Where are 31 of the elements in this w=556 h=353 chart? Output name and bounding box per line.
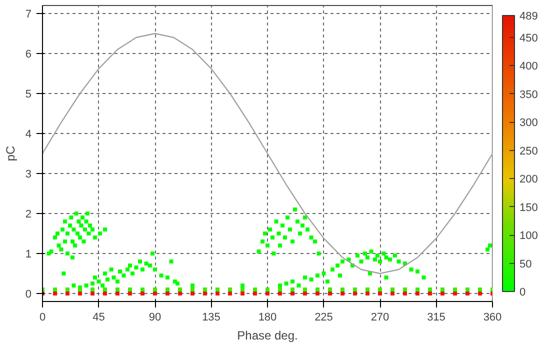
color-bar-label: 400 xyxy=(520,60,538,73)
color-bar-label: 200 xyxy=(520,174,538,186)
color-bar-label: 150 xyxy=(520,202,538,214)
color-bar-label: 250 xyxy=(520,145,538,158)
y-tick-label: 5 xyxy=(25,88,32,100)
color-bar-label: 300 xyxy=(520,117,538,130)
line-series xyxy=(42,32,492,274)
x-tick-label: 0 xyxy=(39,312,46,324)
y-tick-label: 7 xyxy=(25,8,32,20)
y-tick-label: 3 xyxy=(25,168,32,180)
x-tick-label: 270 xyxy=(370,312,390,324)
x-tick-label: 360 xyxy=(483,312,502,324)
x-tick-label: 180 xyxy=(258,312,277,324)
y-axis-title: pC xyxy=(3,145,18,162)
color-bar-label: 0 xyxy=(520,286,526,298)
color-bar-label: 350 xyxy=(520,88,538,101)
y-tick-label: 0 xyxy=(25,288,32,300)
color-bar-label: 489 xyxy=(520,10,538,22)
x-axis-title: Phase deg. xyxy=(237,328,298,342)
color-bar-label: 50 xyxy=(520,258,532,270)
color-bar-label: 100 xyxy=(520,230,538,242)
color-bar-label: 450 xyxy=(520,32,538,45)
y-tick-label: 2 xyxy=(25,208,32,220)
x-tick-label: 90 xyxy=(148,312,162,324)
x-tick-label: 45 xyxy=(92,312,105,324)
y-tick-label: 4 xyxy=(25,128,32,140)
y-tick-label: 6 xyxy=(25,48,32,60)
y-tick-label: 1 xyxy=(25,248,32,260)
x-tick-label: 135 xyxy=(202,312,220,324)
x-tick-label: 315 xyxy=(427,312,446,324)
x-tick-label: 225 xyxy=(314,312,333,324)
